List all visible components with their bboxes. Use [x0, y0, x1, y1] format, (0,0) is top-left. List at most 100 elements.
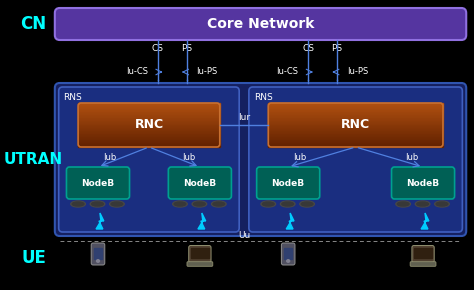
- Bar: [268, 106, 443, 107]
- Text: Iub: Iub: [182, 153, 195, 162]
- Text: UE: UE: [21, 249, 46, 267]
- Ellipse shape: [91, 202, 103, 206]
- Text: Iub: Iub: [103, 153, 116, 162]
- Ellipse shape: [97, 260, 100, 262]
- FancyBboxPatch shape: [256, 167, 320, 199]
- Polygon shape: [286, 213, 294, 229]
- Bar: [268, 140, 443, 141]
- Bar: [268, 113, 443, 115]
- Bar: [78, 103, 220, 104]
- Ellipse shape: [436, 202, 448, 206]
- Bar: [78, 115, 220, 116]
- Bar: [268, 112, 443, 113]
- Bar: [78, 126, 220, 128]
- Ellipse shape: [111, 202, 123, 206]
- Ellipse shape: [263, 202, 274, 206]
- Text: RNC: RNC: [341, 119, 370, 131]
- Bar: [78, 137, 220, 138]
- Bar: [78, 144, 220, 146]
- Bar: [268, 137, 443, 138]
- Text: Iu-CS: Iu-CS: [276, 68, 298, 77]
- Bar: [78, 119, 220, 121]
- Text: CS: CS: [152, 44, 164, 53]
- Ellipse shape: [282, 202, 293, 206]
- Ellipse shape: [417, 202, 428, 206]
- FancyBboxPatch shape: [66, 167, 129, 199]
- Bar: [78, 134, 220, 135]
- Text: CS: CS: [302, 44, 314, 53]
- Text: Iub: Iub: [405, 153, 418, 162]
- Text: Uu: Uu: [238, 231, 250, 240]
- FancyBboxPatch shape: [91, 243, 105, 265]
- FancyBboxPatch shape: [168, 167, 231, 199]
- Bar: [191, 248, 209, 258]
- Bar: [268, 121, 443, 122]
- Ellipse shape: [173, 201, 187, 207]
- Ellipse shape: [174, 202, 186, 206]
- Bar: [268, 115, 443, 116]
- Bar: [268, 144, 443, 146]
- Bar: [284, 248, 292, 259]
- Ellipse shape: [281, 201, 295, 207]
- Bar: [78, 116, 220, 118]
- Ellipse shape: [415, 201, 430, 207]
- Bar: [78, 106, 220, 107]
- Ellipse shape: [109, 201, 124, 207]
- FancyBboxPatch shape: [59, 87, 239, 232]
- Bar: [268, 104, 443, 106]
- Ellipse shape: [71, 201, 85, 207]
- Bar: [268, 135, 443, 137]
- Text: Iu-CS: Iu-CS: [126, 68, 148, 77]
- FancyBboxPatch shape: [55, 83, 466, 236]
- Text: PS: PS: [181, 44, 192, 53]
- Bar: [78, 128, 220, 129]
- Bar: [268, 107, 443, 109]
- Bar: [78, 113, 220, 115]
- Text: Iu-PS: Iu-PS: [347, 68, 368, 77]
- Text: PS: PS: [332, 44, 343, 53]
- Text: Iur: Iur: [238, 113, 250, 122]
- Bar: [268, 116, 443, 118]
- FancyBboxPatch shape: [189, 246, 211, 262]
- Bar: [268, 131, 443, 132]
- Bar: [78, 131, 220, 132]
- Text: NodeB: NodeB: [183, 179, 217, 188]
- Bar: [78, 140, 220, 141]
- Bar: [78, 109, 220, 110]
- Text: RNC: RNC: [134, 119, 164, 131]
- Bar: [268, 126, 443, 128]
- Bar: [78, 107, 220, 109]
- Bar: [268, 146, 443, 147]
- Bar: [78, 129, 220, 131]
- Ellipse shape: [213, 202, 225, 206]
- Bar: [78, 121, 220, 122]
- Ellipse shape: [287, 260, 290, 262]
- Bar: [414, 248, 432, 258]
- Bar: [268, 103, 443, 104]
- Ellipse shape: [396, 201, 410, 207]
- Text: Iub: Iub: [293, 153, 306, 162]
- Polygon shape: [198, 213, 206, 229]
- Text: NodeB: NodeB: [272, 179, 305, 188]
- Ellipse shape: [211, 201, 226, 207]
- FancyBboxPatch shape: [412, 246, 434, 262]
- FancyBboxPatch shape: [410, 262, 436, 266]
- Bar: [78, 118, 220, 119]
- Bar: [268, 134, 443, 135]
- Bar: [268, 110, 443, 112]
- Bar: [78, 143, 220, 144]
- Ellipse shape: [193, 202, 205, 206]
- Ellipse shape: [261, 201, 275, 207]
- Bar: [268, 109, 443, 110]
- Bar: [78, 135, 220, 137]
- Polygon shape: [96, 213, 104, 229]
- Text: CN: CN: [20, 15, 46, 33]
- Bar: [268, 132, 443, 134]
- Bar: [78, 104, 220, 106]
- Bar: [268, 125, 443, 126]
- Ellipse shape: [300, 201, 314, 207]
- Ellipse shape: [72, 202, 84, 206]
- Bar: [268, 122, 443, 124]
- Bar: [78, 138, 220, 140]
- Bar: [94, 248, 102, 259]
